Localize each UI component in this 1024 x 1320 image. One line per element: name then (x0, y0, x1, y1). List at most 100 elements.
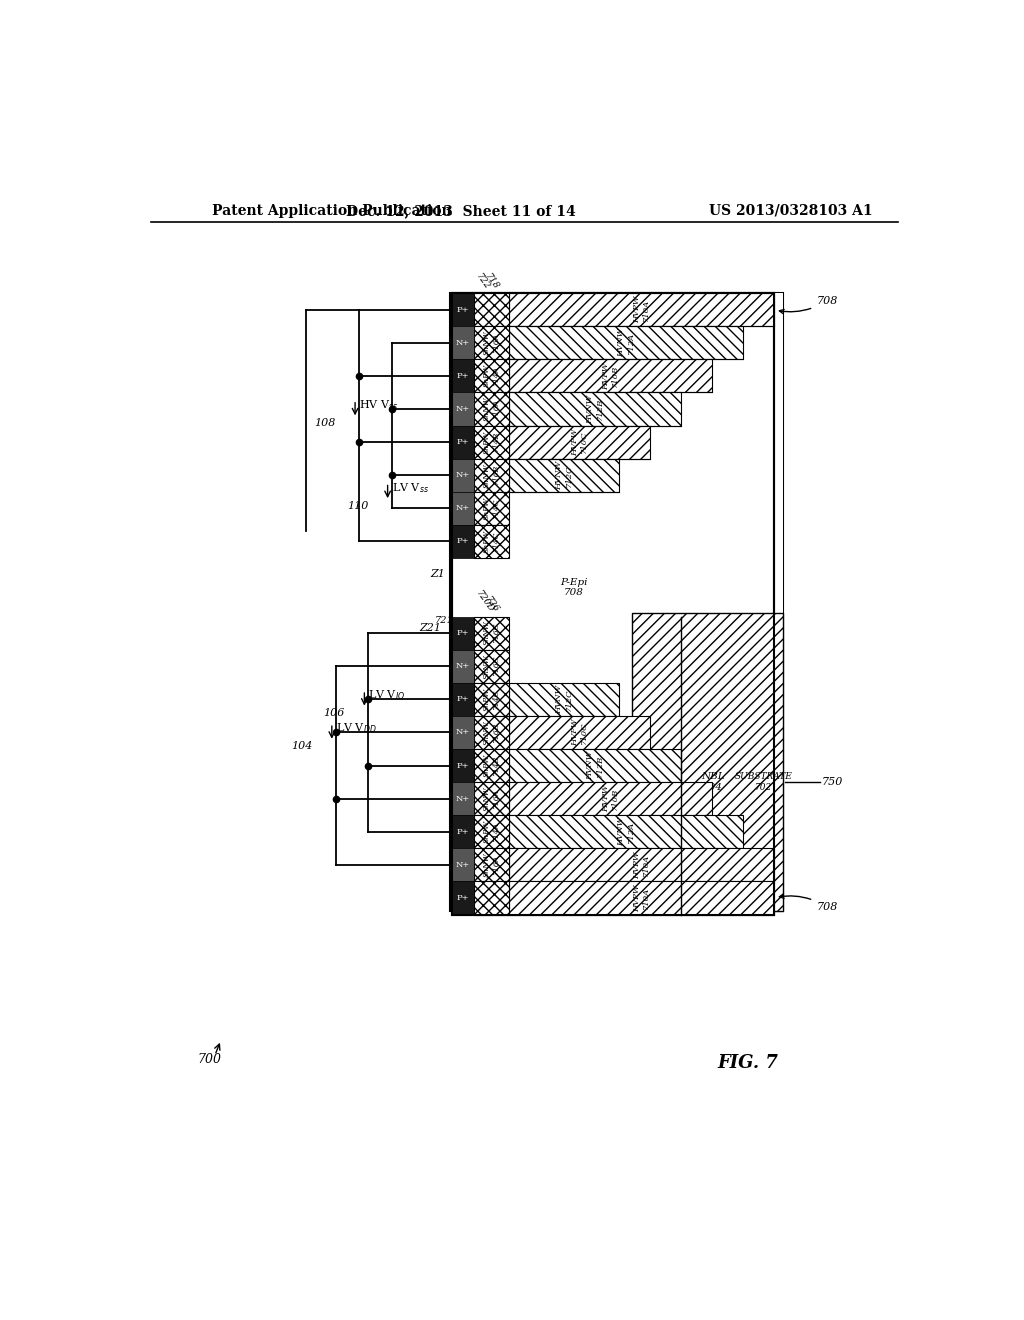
Bar (474, 459, 509, 492)
Text: 724B: 724B (474, 722, 496, 747)
Text: 720C: 720C (483, 432, 504, 457)
Text: 720B: 720B (483, 722, 504, 747)
Text: N+: N+ (456, 861, 470, 869)
Text: Patent Application Publication: Patent Application Publication (212, 203, 452, 218)
Text: 724B: 724B (474, 366, 496, 391)
Text: FIG. 7: FIG. 7 (717, 1055, 778, 1072)
Text: HVNW
712A: HVNW 712A (617, 329, 635, 358)
Bar (509, 849, 773, 882)
Text: HVPW
710B: HVPW 710B (602, 362, 620, 389)
Text: P+: P+ (457, 630, 469, 638)
Text: N+: N+ (456, 504, 470, 512)
Bar (509, 682, 618, 715)
Text: P-Epi
708: P-Epi 708 (560, 578, 588, 597)
Text: ShPW
714B: ShPW 714B (483, 754, 501, 777)
Bar (509, 392, 681, 425)
Text: LV V$_{IO}$: LV V$_{IO}$ (369, 689, 406, 702)
Bar (509, 816, 742, 849)
Text: HVNW
712B: HVNW 712B (587, 751, 603, 780)
Text: 724A: 724A (483, 821, 504, 846)
Bar (452, 882, 474, 915)
Text: 720B: 720B (474, 755, 496, 780)
Text: N+: N+ (456, 729, 470, 737)
Text: 726: 726 (483, 595, 500, 614)
Bar (474, 525, 509, 558)
Text: P+: P+ (457, 537, 469, 545)
Text: 720D: 720D (474, 589, 496, 614)
Bar (474, 293, 509, 326)
Bar (474, 392, 509, 425)
Text: P+: P+ (457, 306, 469, 314)
Text: 720B: 720B (483, 366, 504, 391)
Text: US 2013/0328103 A1: US 2013/0328103 A1 (710, 203, 872, 218)
Text: 708: 708 (779, 296, 838, 314)
Text: ShPW
714C: ShPW 714C (483, 688, 501, 711)
Bar (452, 359, 474, 392)
Text: N+: N+ (456, 405, 470, 413)
Text: HVPW
710A: HVPW 710A (633, 851, 650, 879)
Text: ShNW
716A: ShNW 716A (483, 787, 501, 810)
Bar (452, 425, 474, 459)
Text: HVNW
712B: HVNW 712B (587, 395, 603, 424)
Bar (452, 459, 474, 492)
Text: NBL
704: NBL 704 (701, 772, 725, 792)
Text: 750: 750 (821, 777, 843, 787)
Bar (474, 492, 509, 525)
Bar (452, 326, 474, 359)
Bar (509, 781, 712, 816)
Bar (474, 616, 509, 649)
Text: 720D: 720D (474, 498, 496, 523)
Bar (452, 392, 474, 425)
Text: HVNW
712C: HVNW 712C (555, 685, 572, 714)
Text: ShNW
716C: ShNW 716C (483, 653, 501, 678)
Text: 700: 700 (198, 1053, 221, 1065)
Text: P+: P+ (457, 438, 469, 446)
Bar (450, 293, 783, 911)
Bar (474, 748, 509, 781)
Text: ShNW
716C: ShNW 716C (483, 620, 501, 645)
Bar (452, 649, 474, 682)
Text: ShPW
714B: ShPW 714B (483, 430, 501, 454)
Bar (509, 715, 649, 748)
Text: ShPW
714C: ShPW 714C (483, 529, 501, 553)
Text: ShPW
714C: ShPW 714C (483, 496, 501, 520)
Bar (474, 425, 509, 459)
Bar (771, 293, 783, 911)
Text: 728: 728 (483, 503, 500, 523)
Text: P+: P+ (457, 762, 469, 770)
Text: N+: N+ (456, 663, 470, 671)
Text: HVPW
710C: HVPW 710C (570, 429, 588, 455)
Text: 724C: 724C (474, 432, 496, 457)
Text: P+: P+ (457, 696, 469, 704)
Text: P+: P+ (457, 828, 469, 836)
Text: 720C: 720C (483, 689, 504, 714)
Bar (474, 359, 509, 392)
Bar (509, 459, 618, 492)
Text: 724A: 724A (474, 788, 496, 813)
Text: 724D: 724D (474, 622, 496, 647)
Text: 718: 718 (483, 859, 500, 879)
Text: P+: P+ (457, 894, 469, 902)
Text: DPW
706: DPW 706 (653, 772, 680, 792)
Text: HVPW
710C: HVPW 710C (570, 718, 588, 746)
Bar (509, 748, 681, 781)
Text: 708: 708 (779, 894, 838, 912)
Text: 720C: 720C (474, 656, 496, 681)
Bar (452, 293, 773, 915)
Bar (452, 781, 474, 816)
Text: 722: 722 (474, 272, 492, 290)
Text: 718: 718 (483, 272, 500, 290)
Bar (474, 682, 509, 715)
Text: 724C: 724C (483, 656, 504, 681)
Text: LV V$_{ss}$: LV V$_{ss}$ (391, 480, 428, 495)
Text: LV V$_{DD}$: LV V$_{DD}$ (336, 722, 377, 735)
Text: ShNW
716B: ShNW 716B (483, 721, 501, 744)
Bar (452, 293, 474, 326)
Bar (509, 882, 773, 915)
Text: 724A: 724A (474, 300, 496, 323)
Text: 724D: 724D (474, 465, 496, 490)
Text: Z21: Z21 (419, 623, 441, 634)
Bar (509, 425, 649, 459)
Text: N+: N+ (456, 471, 470, 479)
Text: N+: N+ (456, 339, 470, 347)
